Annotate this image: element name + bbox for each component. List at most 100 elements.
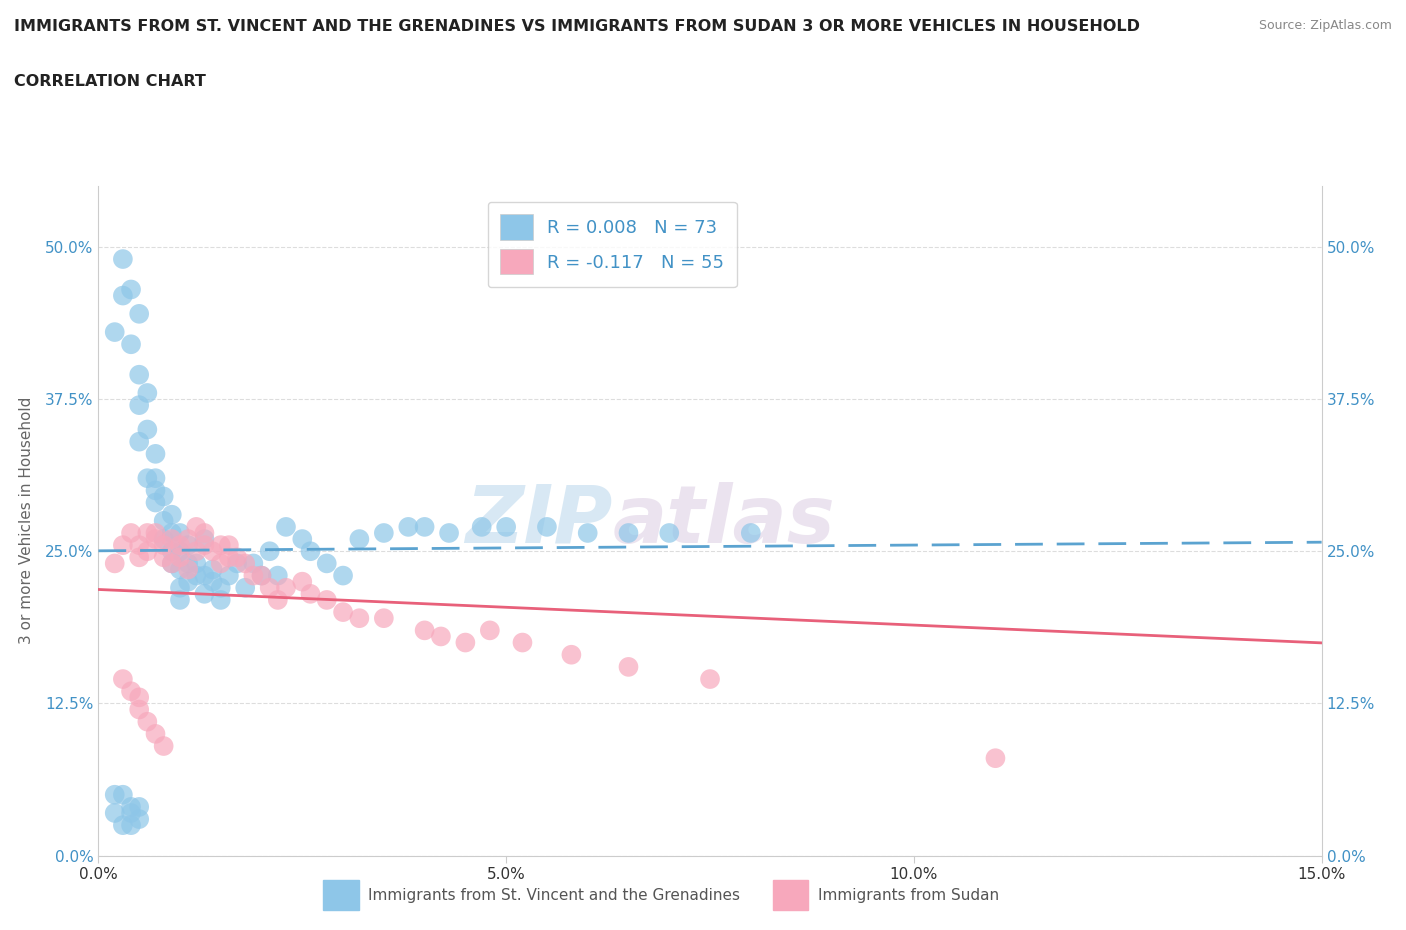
- Point: [128, 434, 150, 449]
- Text: Immigrants from Sudan: Immigrants from Sudan: [818, 888, 1000, 903]
- Point: [128, 702, 150, 717]
- Point: [120, 800, 142, 815]
- Point: [128, 690, 150, 705]
- Text: atlas: atlas: [612, 482, 835, 560]
- Point: [177, 538, 200, 552]
- Point: [193, 587, 215, 602]
- Point: [145, 446, 167, 461]
- Point: [740, 525, 762, 540]
- Point: [291, 532, 314, 547]
- Point: [152, 738, 174, 753]
- Point: [169, 592, 191, 607]
- Point: [136, 714, 159, 729]
- Point: [193, 538, 215, 552]
- Point: [120, 282, 142, 297]
- Point: [193, 568, 215, 583]
- Point: [430, 629, 453, 644]
- Point: [145, 532, 167, 547]
- Text: Immigrants from St. Vincent and the Grenadines: Immigrants from St. Vincent and the Gren…: [368, 888, 741, 903]
- Point: [186, 520, 208, 535]
- Point: [120, 817, 142, 832]
- Point: [218, 538, 240, 552]
- Point: [160, 544, 183, 559]
- Point: [396, 520, 419, 535]
- Point: [169, 580, 191, 595]
- Point: [120, 337, 142, 352]
- Point: [136, 544, 159, 559]
- Point: [617, 659, 640, 674]
- Point: [193, 532, 215, 547]
- Point: [413, 520, 436, 535]
- Point: [471, 520, 494, 535]
- Point: [177, 532, 200, 547]
- Point: [209, 538, 232, 552]
- Point: [437, 525, 460, 540]
- Point: [104, 788, 127, 803]
- Point: [226, 550, 249, 565]
- Point: [332, 568, 354, 583]
- Point: [160, 556, 183, 571]
- Point: [136, 422, 159, 437]
- Point: [209, 580, 232, 595]
- Point: [315, 592, 337, 607]
- Point: [274, 580, 297, 595]
- Point: [349, 532, 371, 547]
- Text: Source: ZipAtlas.com: Source: ZipAtlas.com: [1258, 19, 1392, 32]
- Point: [128, 538, 150, 552]
- Point: [152, 513, 174, 528]
- Point: [177, 556, 200, 571]
- Point: [169, 538, 191, 552]
- Point: [120, 684, 142, 698]
- Point: [128, 800, 150, 815]
- Point: [259, 544, 281, 559]
- Point: [267, 568, 290, 583]
- Point: [104, 325, 127, 339]
- Point: [169, 525, 191, 540]
- Point: [136, 471, 159, 485]
- Point: [177, 562, 200, 577]
- Point: [250, 568, 273, 583]
- Point: [274, 520, 297, 535]
- Point: [104, 805, 127, 820]
- Point: [373, 611, 395, 626]
- Point: [186, 568, 208, 583]
- Point: [209, 556, 232, 571]
- Point: [478, 623, 501, 638]
- Point: [128, 367, 150, 382]
- Point: [111, 788, 134, 803]
- Point: [145, 726, 167, 741]
- Point: [152, 489, 174, 504]
- Point: [186, 556, 208, 571]
- Bar: [773, 880, 808, 910]
- Point: [128, 398, 150, 413]
- Point: [984, 751, 1007, 765]
- Point: [160, 507, 183, 522]
- Point: [201, 574, 224, 589]
- Point: [218, 568, 240, 583]
- Point: [699, 671, 721, 686]
- Point: [576, 525, 599, 540]
- Point: [233, 580, 256, 595]
- Point: [160, 556, 183, 571]
- Point: [259, 580, 281, 595]
- Point: [242, 556, 264, 571]
- Point: [299, 587, 322, 602]
- Point: [111, 252, 134, 267]
- Bar: [323, 880, 359, 910]
- Point: [291, 574, 314, 589]
- Point: [186, 544, 208, 559]
- Point: [169, 544, 191, 559]
- Legend: R = 0.008   N = 73, R = -0.117   N = 55: R = 0.008 N = 73, R = -0.117 N = 55: [488, 202, 737, 287]
- Point: [373, 525, 395, 540]
- Point: [560, 647, 582, 662]
- Point: [201, 544, 224, 559]
- Point: [209, 592, 232, 607]
- Point: [128, 812, 150, 827]
- Point: [152, 550, 174, 565]
- Point: [111, 288, 134, 303]
- Point: [226, 556, 249, 571]
- Point: [218, 550, 240, 565]
- Point: [454, 635, 477, 650]
- Point: [136, 386, 159, 401]
- Point: [136, 525, 159, 540]
